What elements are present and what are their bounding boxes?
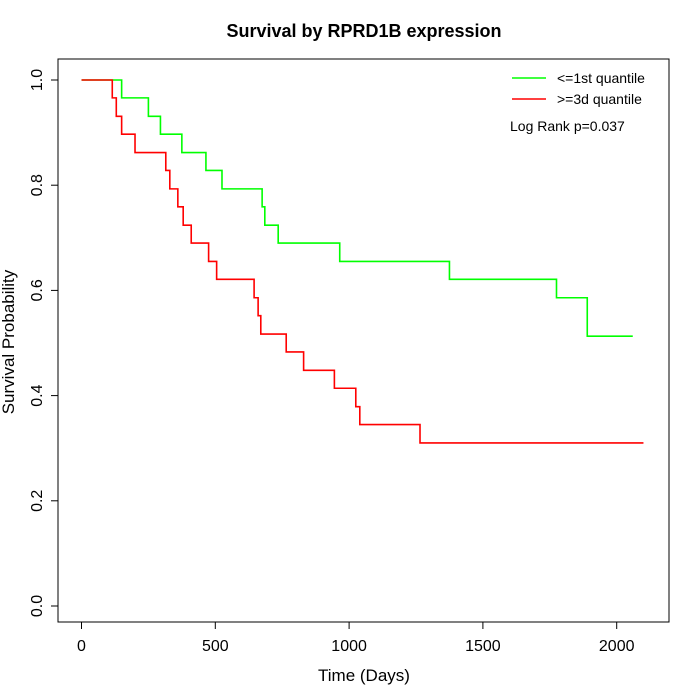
legend: <=1st quantile >=3d quantile bbox=[512, 70, 645, 107]
y-axis: 0.0 0.2 0.4 0.6 0.8 1.0 bbox=[29, 69, 59, 617]
x-tick-label: 1000 bbox=[331, 638, 367, 655]
y-tick-label: 0.4 bbox=[29, 384, 46, 406]
x-axis-label: Time (Days) bbox=[318, 666, 410, 685]
y-axis-label: Survival Probability bbox=[0, 269, 18, 414]
x-tick-label: 1500 bbox=[465, 638, 501, 655]
legend-label-low-quantile: <=1st quantile bbox=[557, 70, 645, 86]
chart-title: Survival by RPRD1B expression bbox=[226, 21, 501, 41]
y-tick-label: 0.6 bbox=[29, 279, 46, 301]
survival-curve-high-quantile bbox=[81, 79, 644, 444]
x-tick-label: 0 bbox=[77, 638, 86, 655]
x-tick-label: 500 bbox=[202, 638, 229, 655]
y-tick-label: 1.0 bbox=[29, 69, 46, 91]
series-layer bbox=[81, 79, 644, 444]
y-tick-label: 0.8 bbox=[29, 174, 46, 196]
x-axis: 0 500 1000 1500 2000 bbox=[77, 621, 635, 655]
x-tick-label: 2000 bbox=[599, 638, 635, 655]
log-rank-annotation: Log Rank p=0.037 bbox=[510, 118, 625, 134]
y-tick-label: 0.0 bbox=[29, 595, 46, 617]
survival-curve-low-quantile bbox=[81, 79, 633, 337]
y-tick-label: 0.2 bbox=[29, 490, 46, 512]
legend-label-high-quantile: >=3d quantile bbox=[557, 91, 642, 107]
